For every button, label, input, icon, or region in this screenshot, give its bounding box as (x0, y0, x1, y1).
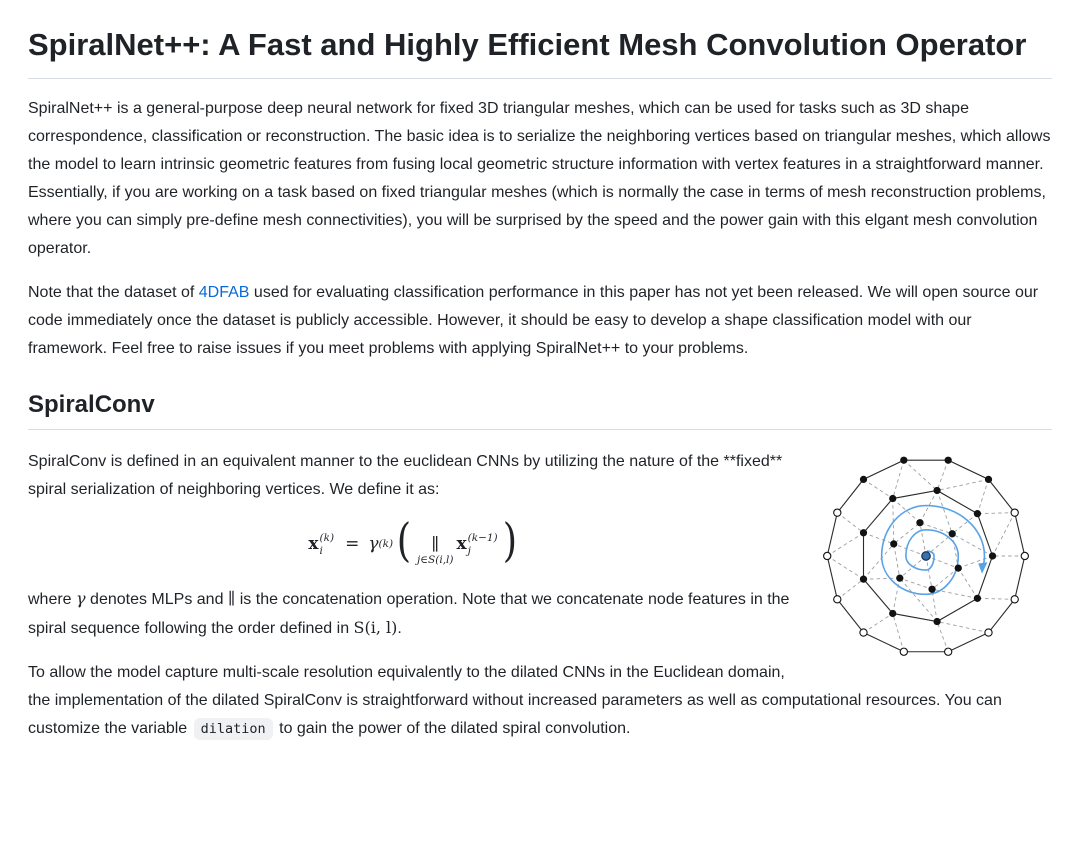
equation-row: x (k) i = γ (k) ( ∥ j∈S(i,l) x (k−1) j ) (308, 512, 519, 567)
equation-equals: = (345, 533, 360, 554)
dilation-text-2: to gain the power of the dilated spiral … (274, 720, 631, 738)
section-heading-spiralconv: SpiralConv (28, 391, 1052, 430)
parallel-symbol: ∥ (227, 589, 236, 609)
equation-rhs-scripts: (k−1) j (468, 532, 498, 556)
equation-right-paren: ) (502, 512, 517, 567)
concat-text-1: where (28, 591, 77, 609)
note-paragraph: Note that the dataset of 4DFAB used for … (28, 279, 1052, 363)
equation-lhs-sub: i (319, 544, 323, 557)
page-title: SpiralNet++: A Fast and Highly Efficient… (28, 24, 1052, 79)
mesh-hollow-nodes (823, 508, 1029, 656)
equation-lhs-sup: (k) (319, 532, 335, 545)
spiral-sequence-symbol: S(i, l) (353, 618, 398, 638)
dilation-code: dilation (193, 718, 273, 741)
equation-rhs-sup: (k−1) (467, 532, 498, 545)
equation-lhs-scripts: (k) i (320, 532, 335, 556)
concat-paragraph: where γ denotes MLPs and ∥ is the concat… (28, 585, 1052, 643)
gamma-symbol: γ (76, 589, 86, 609)
spiral-arrowhead-icon (978, 562, 988, 574)
spiral-mesh-graphic (823, 456, 1029, 656)
equation-gamma-sup: (k) (378, 537, 394, 550)
spiralconv-intro-paragraph: SpiralConv is defined in an equivalent m… (28, 452, 783, 498)
equation-rhs-sub: j (467, 544, 471, 557)
spiral-mesh-figure (800, 448, 1052, 672)
dilation-text-1: To allow the model capture multi-scale r… (28, 664, 1002, 738)
equation-gamma: γ (368, 533, 379, 554)
equation-concat-operator: ∥ j∈S(i,l) (417, 535, 454, 567)
equation-left-paren: ( (396, 512, 412, 567)
concat-text-3: is the concatenation operation. Note tha… (28, 591, 790, 638)
note-text-pre: Note that the dataset of (28, 283, 199, 301)
dilation-paragraph: To allow the model capture multi-scale r… (28, 659, 1052, 743)
note-text-post: used for evaluating classification perfo… (28, 283, 1039, 357)
mesh-center-node (921, 550, 931, 561)
intro-paragraph: SpiralNet++ is a general-purpose deep ne… (28, 99, 1051, 257)
equation-rhs-x: x (456, 533, 467, 554)
spiralconv-equation: x (k) i = γ (k) ( ∥ j∈S(i,l) x (k−1) j ) (28, 512, 1052, 567)
concat-text-2: denotes MLPs and (85, 591, 228, 609)
readme-document: SpiralNet++: A Fast and Highly Efficient… (28, 24, 1052, 759)
mesh-filled-nodes (859, 456, 997, 625)
concat-text-4: . (397, 620, 402, 638)
4dfab-link[interactable]: 4DFAB (198, 283, 250, 301)
spiralconv-section: SpiralConv is defined in an equivalent m… (28, 448, 1052, 759)
equation-lhs-x: x (308, 533, 319, 554)
